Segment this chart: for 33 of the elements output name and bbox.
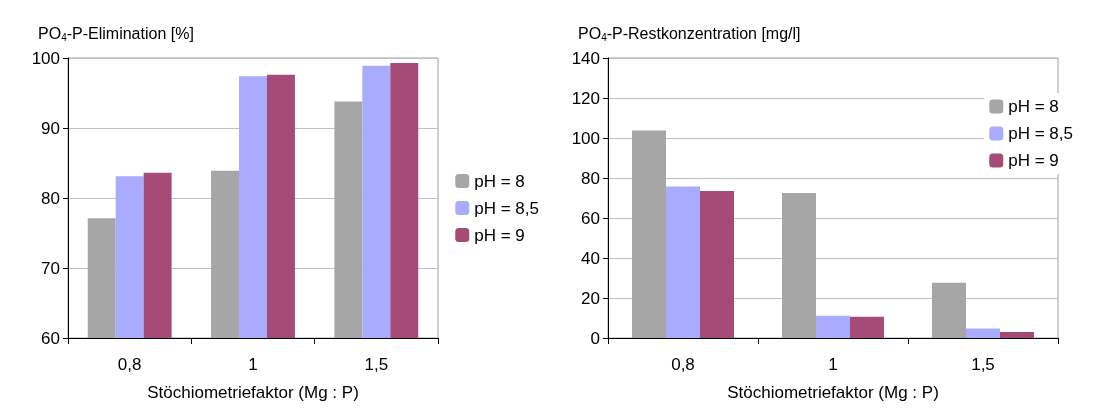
y-tick-label: 40 xyxy=(581,248,600,268)
bar xyxy=(1000,332,1034,338)
legend-label: pH = 8,5 xyxy=(474,198,540,218)
y-tick-label: 60 xyxy=(581,208,600,228)
x-tick-label: 0,8 xyxy=(117,355,142,374)
x-axis-title: Stöchiometriefaktor (Mg : P) xyxy=(727,383,939,402)
legend-label: pH = 9 xyxy=(474,225,525,245)
x-tick-label: 1 xyxy=(248,355,258,374)
y-tick-label: 0 xyxy=(590,328,600,348)
bar xyxy=(966,328,1000,338)
legend-label: pH = 9 xyxy=(1008,151,1059,170)
y-tick-label: 120 xyxy=(571,88,600,108)
bar xyxy=(700,191,734,338)
y-tick-label: 20 xyxy=(581,288,600,308)
legend-label: pH = 8 xyxy=(1008,97,1059,116)
y-tick-label: 60 xyxy=(41,328,60,348)
x-tick-label: 1,5 xyxy=(971,355,995,374)
y-tick-label: 100 xyxy=(31,48,60,68)
x-tick-label: 1 xyxy=(828,355,838,374)
x-tick-label: 1,5 xyxy=(364,355,389,374)
bar xyxy=(666,186,700,338)
y-tick-label: 80 xyxy=(41,188,60,208)
y-tick-label: 140 xyxy=(571,48,600,68)
legend-label: pH = 8,5 xyxy=(1008,124,1074,143)
bar xyxy=(850,316,884,338)
y-tick-label: 80 xyxy=(581,168,600,188)
y-tick-label: 90 xyxy=(41,118,60,138)
legend-label: pH = 8 xyxy=(474,171,525,191)
y-tick-label: 70 xyxy=(41,258,60,278)
bar xyxy=(816,315,850,338)
y-tick-label: 100 xyxy=(571,128,600,148)
x-axis-title: Stöchiometriefaktor (Mg : P) xyxy=(147,383,359,402)
x-tick-label: 0,8 xyxy=(671,355,695,374)
